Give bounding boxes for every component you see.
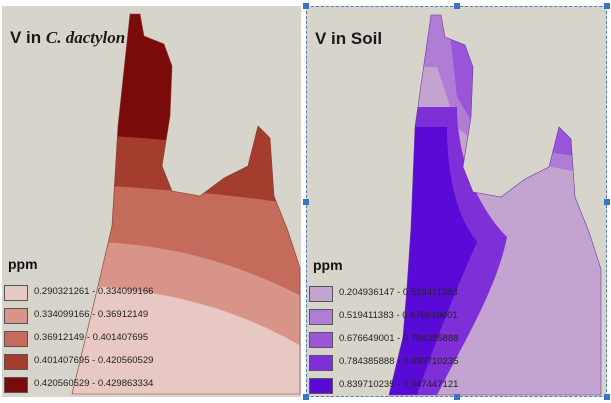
resize-handle-bottom[interactable] — [454, 394, 460, 400]
map-panel-c-dactylon: V in C. dactylon ppm 0.290321261 - 0.334… — [2, 6, 301, 397]
legend-label: 0.839710235 - 0.947447121 — [339, 379, 459, 390]
map-outline — [71, 13, 301, 395]
legend-swatch — [4, 308, 28, 324]
map-panel-soil[interactable]: V in Soil ppm 0.204936147 - 0.519411383 … — [306, 6, 607, 397]
map-title: V in Soil — [315, 29, 382, 49]
legend-swatch — [309, 286, 333, 302]
resize-handle-top[interactable] — [454, 3, 460, 9]
legend-item: 0.290321261 - 0.334099166 — [4, 282, 184, 305]
legend-label: 0.290321261 - 0.334099166 — [34, 286, 154, 297]
legend-item: 0.839710235 - 0.947447121 — [309, 375, 489, 396]
legend-swatch — [309, 378, 333, 394]
title-species: C. dactylon — [45, 28, 126, 47]
legend-item: 0.519411383 - 0.676649001 — [309, 306, 489, 329]
resize-handle-top-left[interactable] — [303, 3, 309, 9]
legend-item: 0.676649001 - 0.784385888 — [309, 329, 489, 352]
legend-unit: ppm — [8, 256, 38, 272]
legend-label: 0.519411383 - 0.676649001 — [339, 310, 458, 321]
resize-handle-bottom-right[interactable] — [604, 394, 610, 400]
legend-item: 0.334099166 - 0.36912149 — [4, 305, 184, 328]
resize-handle-left[interactable] — [303, 199, 309, 205]
legend-label: 0.334099166 - 0.36912149 — [34, 309, 149, 320]
map-title: V in C. dactylon — [10, 28, 125, 48]
title-prefix: V in — [10, 28, 46, 47]
zone-5 — [72, 14, 177, 141]
legend: 0.204936147 - 0.519411383 0.519411383 - … — [309, 283, 489, 396]
legend-item: 0.784385888 - 0.839710235 — [309, 352, 489, 375]
choropleth-map-c-dactylon — [71, 13, 301, 395]
legend-item: 0.401407695 - 0.420560529 — [4, 351, 184, 374]
resize-handle-right[interactable] — [604, 199, 610, 205]
legend-swatch — [4, 285, 28, 301]
legend-item: 0.204936147 - 0.519411383 — [309, 283, 489, 306]
legend-swatch — [4, 377, 28, 393]
resize-handle-top-right[interactable] — [604, 3, 610, 9]
legend-swatch — [4, 354, 28, 370]
legend-label: 0.401407695 - 0.420560529 — [34, 355, 154, 366]
legend-item: 0.420560529 - 0.429863334 — [4, 374, 184, 397]
choropleth-map-soil — [388, 14, 602, 396]
title-text: V in Soil — [315, 29, 383, 48]
legend-label: 0.676649001 - 0.784385888 — [339, 333, 459, 344]
legend-swatch — [309, 332, 333, 348]
legend: 0.290321261 - 0.334099166 0.334099166 - … — [4, 282, 184, 397]
legend-unit: ppm — [313, 257, 343, 273]
legend-item: 0.36912149 - 0.401407695 — [4, 328, 184, 351]
legend-swatch — [309, 309, 333, 325]
legend-label: 0.204936147 - 0.519411383 — [339, 287, 458, 298]
resize-handle-bottom-left[interactable] — [303, 394, 309, 400]
legend-swatch — [309, 355, 333, 371]
legend-swatch — [4, 331, 28, 347]
legend-label: 0.420560529 - 0.429863334 — [34, 378, 154, 389]
legend-label: 0.784385888 - 0.839710235 — [339, 356, 459, 367]
map-outline — [388, 14, 602, 396]
legend-label: 0.36912149 - 0.401407695 — [34, 332, 149, 343]
